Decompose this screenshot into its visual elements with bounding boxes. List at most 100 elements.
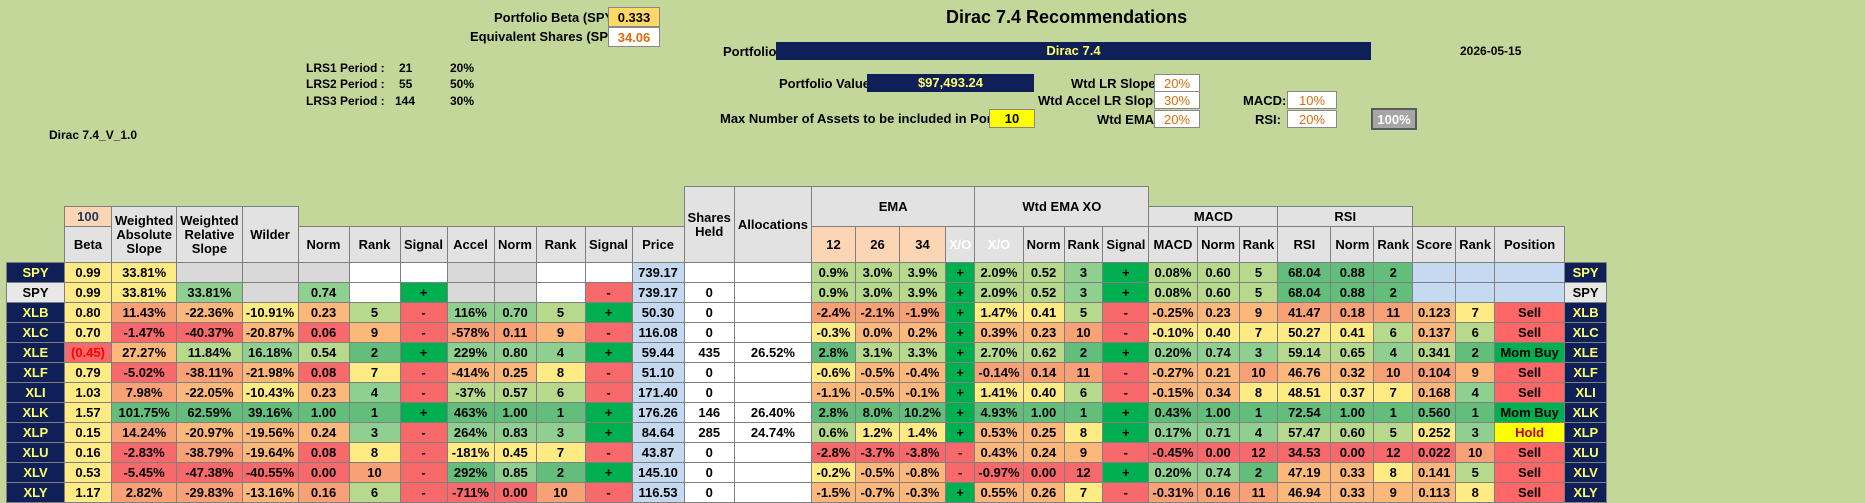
score-rank-cell: 9 — [1455, 362, 1496, 383]
ticker-cell-right[interactable]: SPY — [1564, 282, 1608, 303]
ticker-cell-right[interactable]: XLB — [1564, 302, 1608, 323]
price-cell: 116.08 — [631, 322, 685, 343]
rsi-norm-cell: 0.33 — [1330, 462, 1375, 483]
accel-rank-cell — [535, 262, 586, 283]
allocation-cell — [733, 322, 812, 343]
rsi-cell: 34.53 — [1277, 442, 1332, 463]
ticker-cell-right[interactable]: XLC — [1564, 322, 1608, 343]
ticker-cell[interactable]: XLP — [6, 422, 65, 443]
position-cell[interactable]: Sell — [1494, 462, 1566, 483]
accel-signal-cell: + — [584, 342, 633, 363]
price-cell: 739.17 — [631, 262, 685, 283]
score-cell: 0.022 — [1412, 442, 1457, 463]
shares-value[interactable]: 34.06 — [608, 27, 660, 47]
ticker-cell[interactable]: XLV — [6, 462, 65, 483]
wtd-ema-xo-cell: -0.97% — [974, 462, 1024, 483]
accel-cell: -37% — [446, 382, 495, 403]
beta-value[interactable]: 0.333 — [608, 7, 660, 27]
portfolio-name[interactable]: Dirac 7.4 — [776, 42, 1371, 60]
position-cell[interactable]: Mom Buy — [1494, 402, 1566, 423]
ema-26-cell: -0.7% — [854, 482, 900, 503]
position-cell[interactable]: Sell — [1494, 482, 1566, 503]
position-cell[interactable]: Hold — [1494, 422, 1566, 443]
allocation-cell: 26.40% — [733, 402, 812, 423]
ticker-cell-right[interactable]: XLE — [1564, 342, 1608, 363]
signal-cell: - — [399, 482, 448, 503]
position-cell[interactable]: Mom Buy — [1494, 342, 1566, 363]
shares-held-cell[interactable]: 0 — [683, 442, 735, 463]
shares-held-cell[interactable]: 0 — [683, 382, 735, 403]
allocation-cell: 24.74% — [733, 422, 812, 443]
position-cell[interactable] — [1494, 282, 1566, 303]
ticker-cell-right[interactable]: XLF — [1564, 362, 1608, 383]
position-cell[interactable]: Sell — [1494, 382, 1566, 403]
ticker-cell[interactable]: XLY — [6, 482, 65, 503]
rsi-norm-cell: 0.41 — [1330, 322, 1375, 343]
ticker-cell[interactable]: XLI — [6, 382, 65, 403]
ticker-cell[interactable]: SPY — [6, 282, 65, 303]
ticker-cell[interactable]: XLF — [6, 362, 65, 383]
shares-held-cell[interactable]: 285 — [683, 422, 735, 443]
rsi-rank-cell: 7 — [1373, 382, 1414, 403]
portfolio-value[interactable]: $97,493.24 — [867, 74, 1034, 92]
xo-norm-cell: 0.14 — [1022, 362, 1065, 383]
rsi-rank-cell: 4 — [1373, 342, 1414, 363]
accel-signal-cell: - — [584, 322, 633, 343]
shares-held-cell[interactable]: 0 — [683, 362, 735, 383]
wtd-lr-value[interactable]: 20% — [1154, 74, 1200, 92]
shares-held-cell[interactable]: 0 — [683, 322, 735, 343]
shares-held-cell[interactable]: 435 — [683, 342, 735, 363]
ticker-cell[interactable]: XLU — [6, 442, 65, 463]
ticker-cell-right[interactable]: XLV — [1564, 462, 1608, 483]
wtd-accel-value[interactable]: 30% — [1154, 91, 1200, 109]
position-cell[interactable]: Sell — [1494, 362, 1566, 383]
rsi-weight-value[interactable]: 20% — [1287, 110, 1337, 128]
col-rsi-norm: Norm — [1330, 226, 1375, 263]
allocation-cell — [733, 362, 812, 383]
macd-cell: 0.20% — [1148, 342, 1198, 363]
ema-34-cell: 10.2% — [898, 402, 946, 423]
shares-held-cell[interactable]: 0 — [683, 482, 735, 503]
ema-12-cell: 2.8% — [810, 402, 856, 423]
shares-held-cell[interactable]: 0 — [683, 462, 735, 483]
table-row: XLB 0.80 11.43% -22.36% -10.91% 0.23 5-116% 0.7… — [6, 302, 1608, 323]
portfolio-label: Portfolio: — [723, 44, 781, 59]
table-row: XLK 1.57 101.75% 62.59% 39.16% 1.00 1 +463% 1.00… — [6, 402, 1608, 423]
rsi-norm-cell: 0.88 — [1330, 262, 1375, 283]
ticker-cell[interactable]: XLC — [6, 322, 65, 343]
macd-rank-cell: 12 — [1238, 442, 1279, 463]
ticker-cell-right[interactable]: XLP — [1564, 422, 1608, 443]
shares-held-cell[interactable] — [683, 262, 735, 283]
ticker-cell[interactable]: SPY — [6, 262, 65, 283]
ticker-cell[interactable]: XLK — [6, 402, 65, 423]
shares-held-cell[interactable]: 146 — [683, 402, 735, 423]
position-cell[interactable] — [1494, 262, 1566, 283]
wilder-cell: -21.98% — [241, 362, 299, 383]
ticker-cell-right[interactable]: XLU — [1564, 442, 1608, 463]
col-accel-rank: Rank — [535, 226, 586, 263]
ema-34-cell: 3.3% — [898, 342, 946, 363]
position-cell[interactable]: Sell — [1494, 302, 1566, 323]
ticker-cell-right[interactable]: XLK — [1564, 402, 1608, 423]
position-cell[interactable]: Sell — [1494, 322, 1566, 343]
lrs3-pct: 30% — [450, 94, 475, 108]
ema-26-cell: -2.1% — [854, 302, 900, 323]
ema-26-cell: 0.0% — [854, 322, 900, 343]
wtd-ema-value[interactable]: 20% — [1154, 110, 1200, 128]
ticker-cell-right[interactable]: SPY — [1564, 262, 1608, 283]
shares-held-cell[interactable]: 0 — [683, 302, 735, 323]
position-cell[interactable]: Sell — [1494, 442, 1566, 463]
accel-signal-cell: - — [584, 282, 633, 303]
ticker-cell-right[interactable]: XLY — [1564, 482, 1608, 503]
ticker-cell[interactable]: XLB — [6, 302, 65, 323]
allocation-cell — [733, 382, 812, 403]
macd-norm-cell: 0.60 — [1196, 262, 1240, 283]
ticker-cell-right[interactable]: XLI — [1564, 382, 1608, 403]
accel-cell: 116% — [446, 302, 495, 323]
macd-weight-value[interactable]: 10% — [1287, 91, 1337, 109]
lrs1-period: 21 — [399, 61, 413, 75]
signal-cell: - — [399, 442, 448, 463]
ticker-cell[interactable]: XLE — [6, 342, 65, 363]
max-assets-value[interactable]: 10 — [989, 109, 1035, 128]
shares-held-cell[interactable]: 0 — [683, 282, 735, 303]
